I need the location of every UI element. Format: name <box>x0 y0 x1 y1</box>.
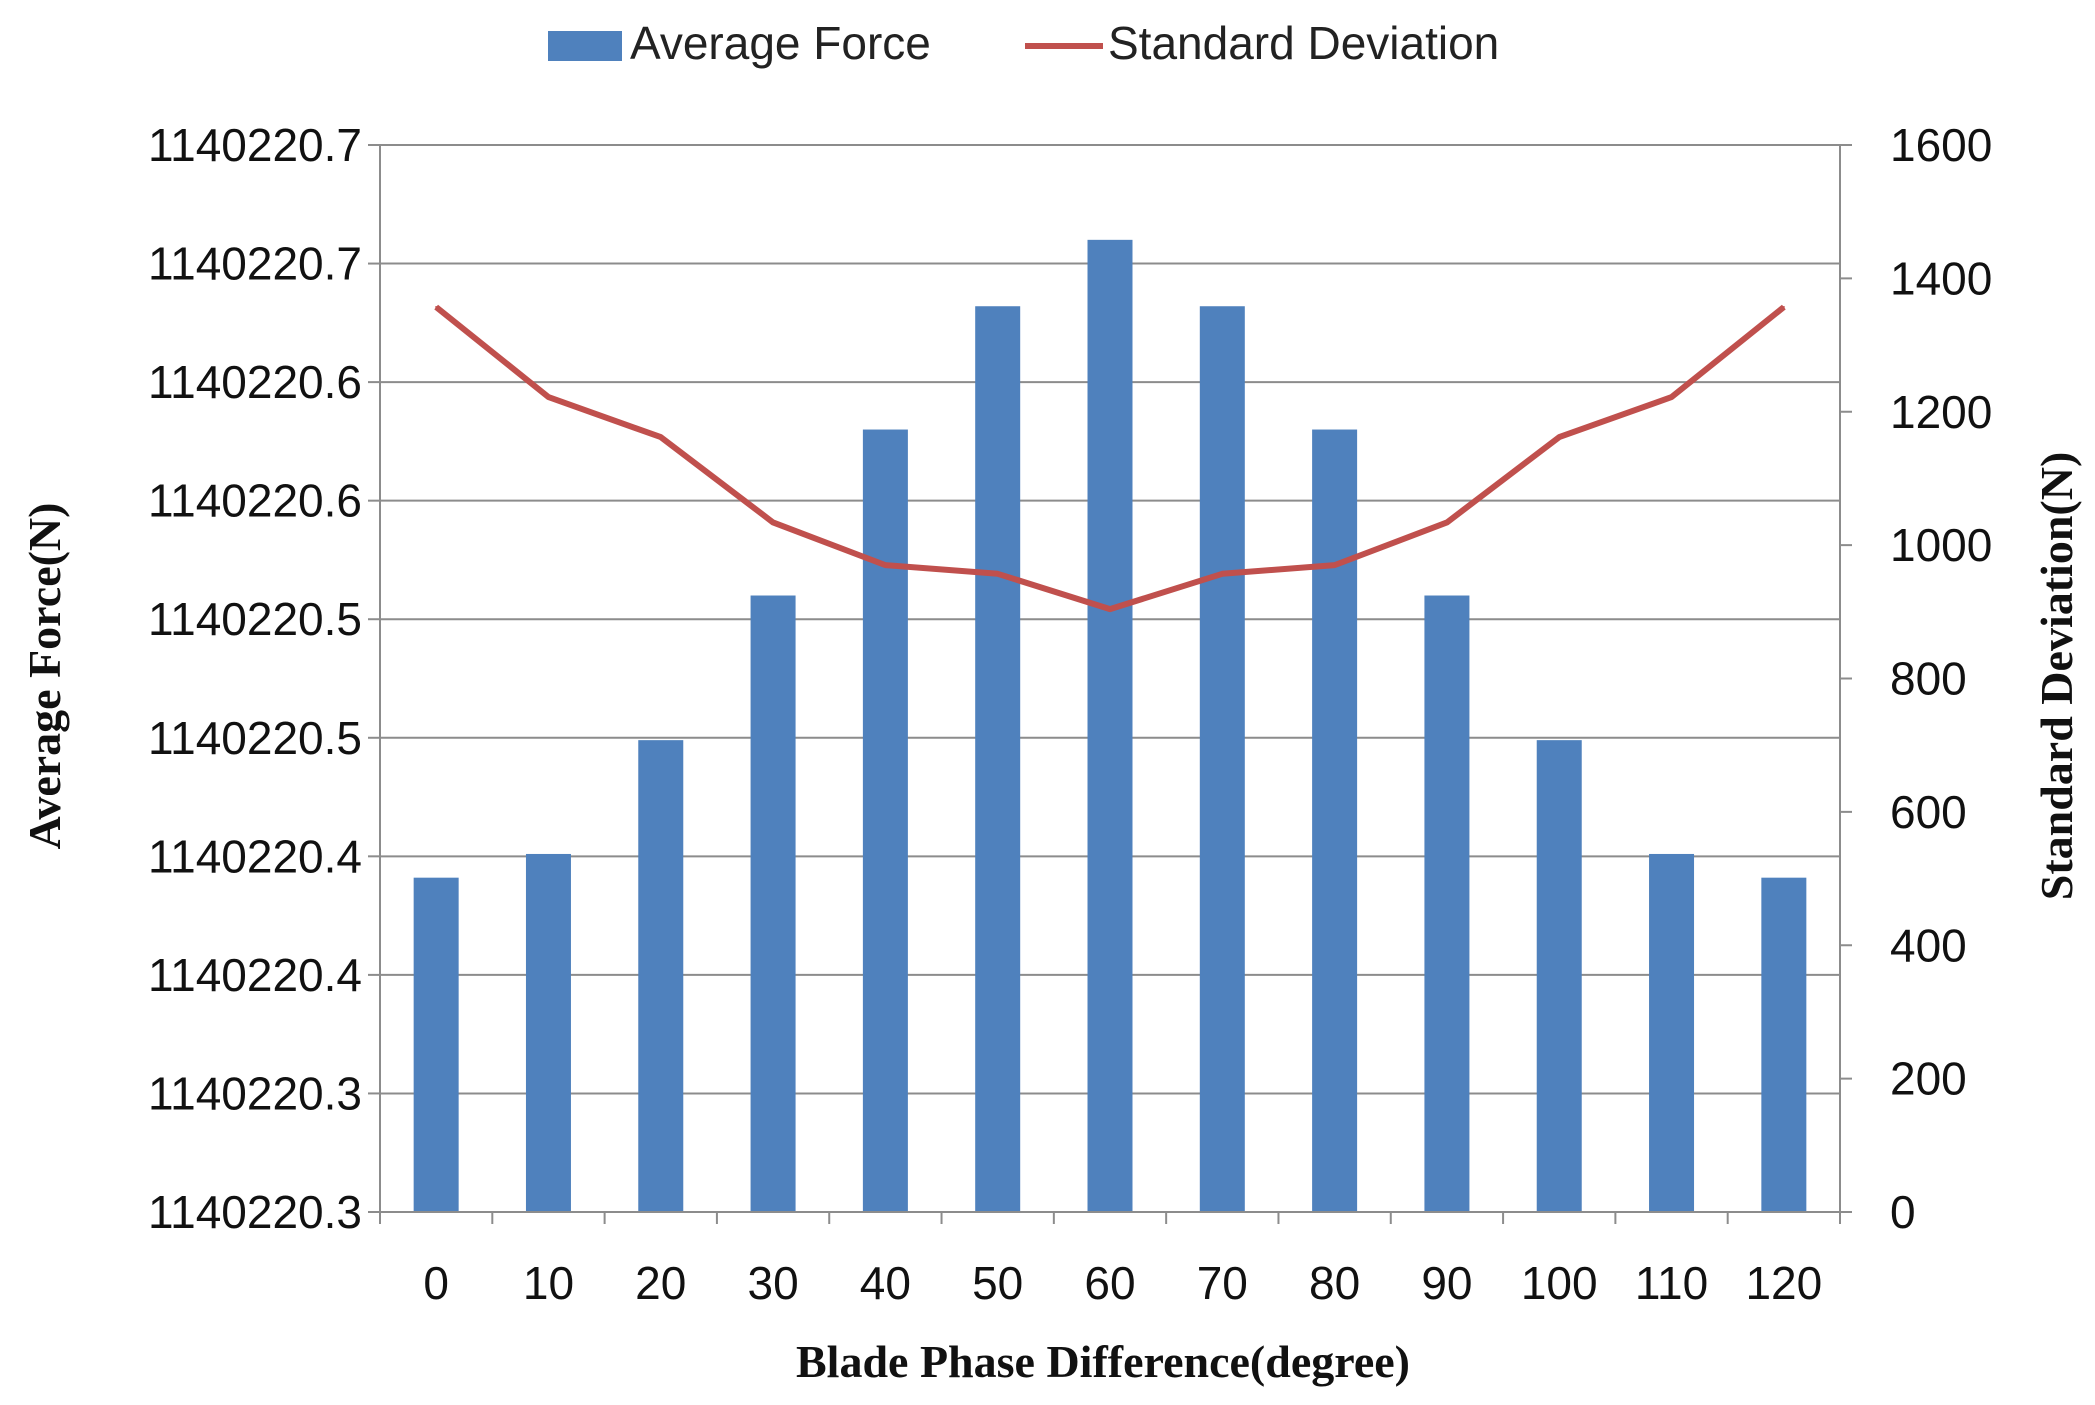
point-standard-deviation-50 <box>996 572 999 575</box>
x-tick-label: 0 <box>423 1257 449 1309</box>
bar-average-force-10 <box>525 853 571 1212</box>
left-tick-label: 1140220.5 <box>148 712 362 764</box>
point-standard-deviation-30 <box>772 521 775 524</box>
point-standard-deviation-110 <box>1670 396 1673 399</box>
x-tick-label: 30 <box>747 1257 798 1309</box>
bar-average-force-30 <box>750 595 796 1212</box>
x-axis-tick-labels: 0 10 20 30 40 50 60 70 80 90 100 110 120 <box>423 1257 1822 1309</box>
legend-swatch-average-force <box>548 31 622 61</box>
x-tick-label: 20 <box>635 1257 686 1309</box>
x-tick-label: 40 <box>860 1257 911 1309</box>
x-tick-label: 10 <box>523 1257 574 1309</box>
left-tick-label: 1140220.5 <box>148 593 362 645</box>
point-standard-deviation-120 <box>1782 306 1785 309</box>
left-tick-label: 1140220.3 <box>148 1067 362 1119</box>
point-standard-deviation-90 <box>1445 521 1448 524</box>
right-tick-label: 800 <box>1890 653 1967 705</box>
x-axis-label: Blade Phase Difference(degree) <box>796 1336 1410 1387</box>
right-tick-label: 1400 <box>1890 252 1992 304</box>
x-tick-label: 60 <box>1084 1257 1135 1309</box>
point-standard-deviation-20 <box>659 436 662 439</box>
bar-series-average-force <box>413 239 1807 1212</box>
point-standard-deviation-0 <box>435 306 438 309</box>
right-tick-label: 600 <box>1890 786 1967 838</box>
bar-average-force-80 <box>1312 429 1358 1212</box>
left-tick-label: 1140220.6 <box>148 356 362 408</box>
right-tick-label: 1600 <box>1890 119 1992 171</box>
point-standard-deviation-10 <box>547 396 550 399</box>
right-tick-label: 200 <box>1890 1053 1967 1105</box>
bar-average-force-20 <box>638 740 684 1212</box>
legend-label-average-force: Average Force <box>630 17 931 69</box>
left-tick-label: 1140220.7 <box>148 119 362 171</box>
x-tick-label: 120 <box>1745 1257 1822 1309</box>
point-standard-deviation-100 <box>1558 436 1561 439</box>
y-axis-label-right: Standard Deviation(N) <box>2031 452 2082 901</box>
left-tick-label: 1140220.4 <box>148 949 362 1001</box>
right-tick-label: 1000 <box>1890 519 1992 571</box>
point-standard-deviation-40 <box>884 564 887 567</box>
left-axis-tick-labels: 1140220.3 1140220.3 1140220.4 1140220.4 1140… <box>148 119 362 1238</box>
left-tick-label: 1140220.7 <box>148 238 362 290</box>
x-tick-label: 50 <box>972 1257 1023 1309</box>
bar-average-force-110 <box>1649 853 1695 1212</box>
right-tick-label: 0 <box>1890 1186 1916 1238</box>
point-standard-deviation-80 <box>1333 564 1336 567</box>
bar-average-force-70 <box>1199 306 1245 1212</box>
bar-average-force-0 <box>413 877 459 1212</box>
x-tick-label: 90 <box>1421 1257 1472 1309</box>
bar-average-force-120 <box>1761 877 1807 1212</box>
right-axis-tick-labels: 0 200 400 600 800 1000 1200 1400 1600 <box>1890 119 1992 1238</box>
line-series-standard-deviation <box>434 304 1786 613</box>
point-standard-deviation-60 <box>1109 608 1111 611</box>
x-tick-label: 80 <box>1309 1257 1360 1309</box>
bar-average-force-100 <box>1536 740 1582 1212</box>
bar-average-force-40 <box>862 429 908 1212</box>
x-tick-label: 110 <box>1635 1257 1708 1309</box>
legend: Average Force Standard Deviation <box>548 17 1499 69</box>
left-tick-label: 1140220.6 <box>148 475 362 527</box>
left-tick-label: 1140220.4 <box>148 830 362 882</box>
bar-average-force-90 <box>1424 595 1470 1212</box>
bar-average-force-50 <box>975 306 1021 1212</box>
right-tick-label: 1200 <box>1890 386 1992 438</box>
axes <box>368 144 1852 1224</box>
point-standard-deviation-70 <box>1221 572 1224 575</box>
x-tick-label: 100 <box>1521 1257 1598 1309</box>
x-tick-label: 70 <box>1197 1257 1248 1309</box>
legend-label-standard-deviation: Standard Deviation <box>1108 17 1499 69</box>
y-axis-label-left: Average Force(N) <box>19 503 70 850</box>
right-tick-label: 400 <box>1890 919 1967 971</box>
left-tick-label: 1140220.3 <box>148 1186 362 1238</box>
bar-average-force-60 <box>1087 239 1133 1212</box>
